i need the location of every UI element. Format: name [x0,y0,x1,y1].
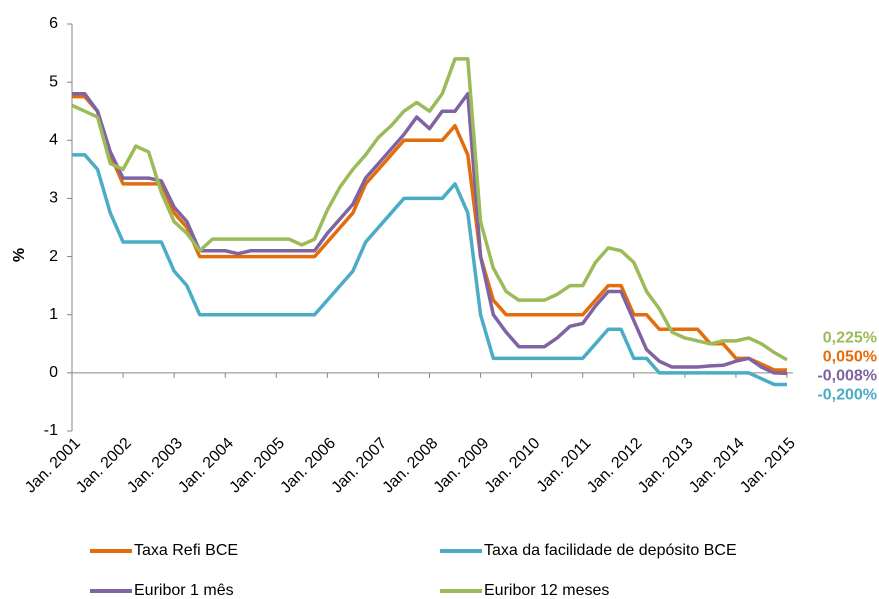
line-series [72,94,787,372]
x-tick-label: Jan. 2010 [482,435,544,497]
x-tick-label: Jan. 2015 [737,435,799,497]
end-label: -0,200% [817,387,877,404]
end-label: 0,050% [823,349,877,366]
y-tick-label: 6 [49,15,58,32]
line-series [71,57,788,362]
y-axis-label: % [11,248,28,262]
y-tick-label: 0 [49,364,58,381]
y-tick-label: 5 [49,73,58,90]
y-tick-label: 4 [49,132,58,149]
y-tick-label: -1 [44,422,58,439]
line-series [72,92,788,376]
end-label: 0,225% [823,330,877,347]
legend-label: Taxa da facilidade de depósito BCE [484,542,737,559]
legend-label: Taxa Refi BCE [134,542,238,559]
end-label: -0,008% [817,368,877,385]
y-tick-label: 1 [49,306,58,323]
legend-label: Euribor 12 meses [484,582,609,599]
y-tick-label: 2 [49,248,58,265]
line-series [72,153,787,387]
y-tick-label: 3 [49,190,58,207]
legend-label: Euribor 1 mês [134,582,234,599]
